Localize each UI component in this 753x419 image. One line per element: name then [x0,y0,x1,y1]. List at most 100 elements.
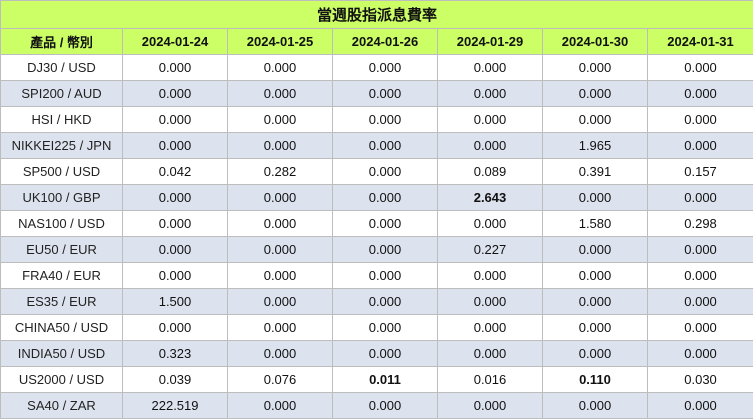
rate-cell: 0.000 [648,185,753,211]
rate-cell: 0.000 [333,393,438,419]
rate-cell: 0.000 [648,289,753,315]
rate-cell: 0.000 [648,55,753,81]
rate-cell: 0.000 [228,185,333,211]
rate-cell: 0.000 [228,289,333,315]
rate-cell: 1.580 [543,211,648,237]
rate-cell: 0.000 [648,81,753,107]
column-header-date: 2024-01-31 [648,29,753,55]
rate-cell: 0.000 [333,55,438,81]
rate-cell: 0.000 [648,341,753,367]
row-product-label: UK100 / GBP [1,185,123,211]
rate-cell: 0.000 [438,263,543,289]
rate-cell: 0.000 [648,107,753,133]
rate-cell: 0.000 [228,393,333,419]
rate-cell: 0.000 [333,211,438,237]
column-header-date: 2024-01-30 [543,29,648,55]
title-row: 當週股指派息費率 [1,1,753,29]
rate-cell: 0.000 [543,315,648,341]
row-product-label: EU50 / EUR [1,237,123,263]
rate-cell: 0.000 [333,133,438,159]
rate-cell: 0.000 [123,211,228,237]
column-header-date: 2024-01-24 [123,29,228,55]
rate-cell: 0.391 [543,159,648,185]
rate-cell: 0.000 [123,55,228,81]
rate-cell: 0.042 [123,159,228,185]
row-product-label: SP500 / USD [1,159,123,185]
rate-cell: 0.000 [438,289,543,315]
rate-cell: 0.000 [648,263,753,289]
rate-cell: 0.000 [123,315,228,341]
rate-cell: 0.000 [228,341,333,367]
rate-cell: 222.519 [123,393,228,419]
rate-cell: 0.000 [543,237,648,263]
row-product-label: CHINA50 / USD [1,315,123,341]
row-product-label: INDIA50 / USD [1,341,123,367]
rate-cell: 0.000 [438,81,543,107]
rate-cell: 0.000 [438,211,543,237]
rate-cell: 1.965 [543,133,648,159]
row-product-label: NAS100 / USD [1,211,123,237]
rate-cell: 0.000 [123,81,228,107]
rate-cell: 0.000 [123,237,228,263]
row-product-label: ES35 / EUR [1,289,123,315]
rate-cell: 0.323 [123,341,228,367]
rate-cell: 0.000 [228,315,333,341]
rate-cell: 0.000 [543,107,648,133]
rate-cell: 0.000 [543,55,648,81]
column-header-row: 產品 / 幣別 2024-01-24 2024-01-25 2024-01-26… [1,29,753,55]
column-header-date: 2024-01-29 [438,29,543,55]
rate-cell: 0.000 [333,107,438,133]
row-product-label: US2000 / USD [1,367,123,393]
rate-cell: 0.000 [123,185,228,211]
row-product-label: SA40 / ZAR [1,393,123,419]
column-header-date: 2024-01-26 [333,29,438,55]
rate-cell: 0.000 [228,55,333,81]
rate-cell: 0.000 [438,55,543,81]
rate-cell: 0.000 [438,341,543,367]
row-product-label: HSI / HKD [1,107,123,133]
rate-cell: 0.016 [438,367,543,393]
rate-cell: 0.089 [438,159,543,185]
rate-cell: 0.000 [333,237,438,263]
rate-cell: 0.000 [543,393,648,419]
column-header-product: 產品 / 幣別 [1,29,123,55]
rate-cell: 1.500 [123,289,228,315]
rate-cell: 0.000 [648,237,753,263]
rate-cell: 0.000 [438,315,543,341]
row-product-label: FRA40 / EUR [1,263,123,289]
rate-cell: 0.000 [543,185,648,211]
rate-cell: 0.000 [543,289,648,315]
rate-cell: 0.030 [648,367,753,393]
table-title: 當週股指派息費率 [1,1,753,29]
rate-cell: 0.110 [543,367,648,393]
rate-cell: 0.282 [228,159,333,185]
rate-cell: 0.011 [333,367,438,393]
rate-cell: 0.000 [438,107,543,133]
rate-cell: 0.000 [228,237,333,263]
rate-cell: 0.000 [228,107,333,133]
rate-cell: 0.000 [543,263,648,289]
rate-cell: 0.000 [438,133,543,159]
rate-cell: 0.000 [123,107,228,133]
rate-cell: 0.000 [228,81,333,107]
rate-cell: 0.000 [123,263,228,289]
rate-cell: 0.000 [648,133,753,159]
rate-cell: 0.000 [333,159,438,185]
rate-cell: 0.000 [543,81,648,107]
column-header-date: 2024-01-25 [228,29,333,55]
rate-cell: 0.000 [333,185,438,211]
rate-cell: 0.000 [228,263,333,289]
